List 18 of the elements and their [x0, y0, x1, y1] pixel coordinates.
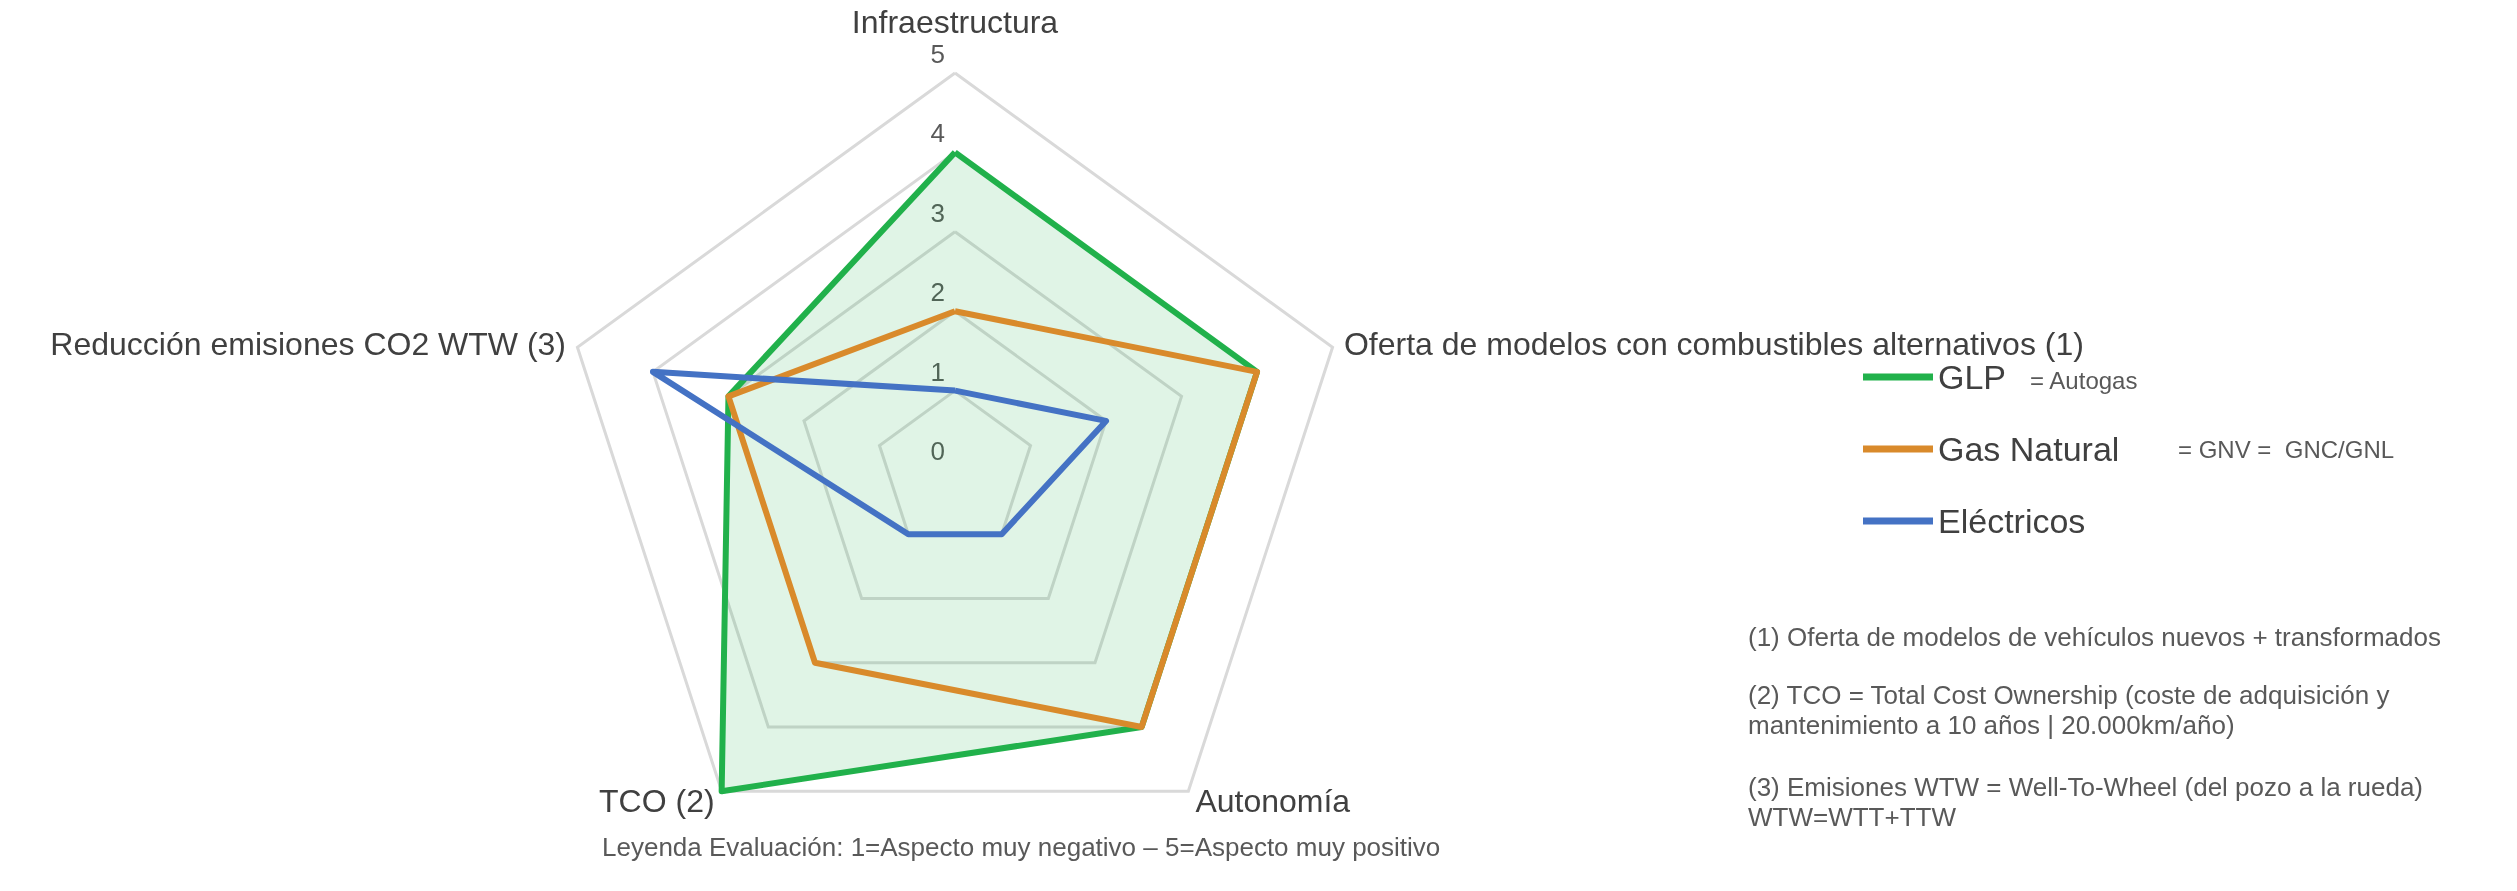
- spoke-label: Autonomía: [1195, 782, 1351, 819]
- y-tick-label: 3: [930, 197, 945, 228]
- text: (1) Oferta de modelos de vehículos nuevos + transformados: [1748, 621, 2441, 652]
- y-tick-label: 2: [930, 277, 945, 308]
- y-tick-label: 4: [930, 118, 945, 149]
- y-tick-label: 0: [930, 436, 945, 466]
- legend-label: Eléctricos: [1938, 502, 2086, 540]
- legend-label: Gas Natural: [1938, 430, 2120, 468]
- text: = GNV = GNC/GNL: [2178, 436, 2395, 464]
- spoke-label: Reducción emisiones CO2 WTW (3): [50, 325, 567, 362]
- text: Leyenda Evaluación: 1=Aspecto muy negativo – 5=Aspecto muy positivo: [602, 831, 1441, 862]
- spoke-label: Infraestructura: [851, 4, 1059, 41]
- y-tick-label: 1: [930, 356, 945, 387]
- spoke-label: TCO (2): [599, 782, 715, 819]
- text: (2) TCO = Total Cost Ownership (coste de adquisición y mantenimiento a 10 años | 20.000km/año): [1748, 679, 2397, 740]
- text: = Autogas: [2030, 367, 2138, 395]
- text: (3) Emisiones WTW = Well-To-Wheel (del pozo a la rueda) WTW=WTT+TTW: [1748, 771, 2431, 832]
- y-tick-label: 5: [930, 39, 945, 69]
